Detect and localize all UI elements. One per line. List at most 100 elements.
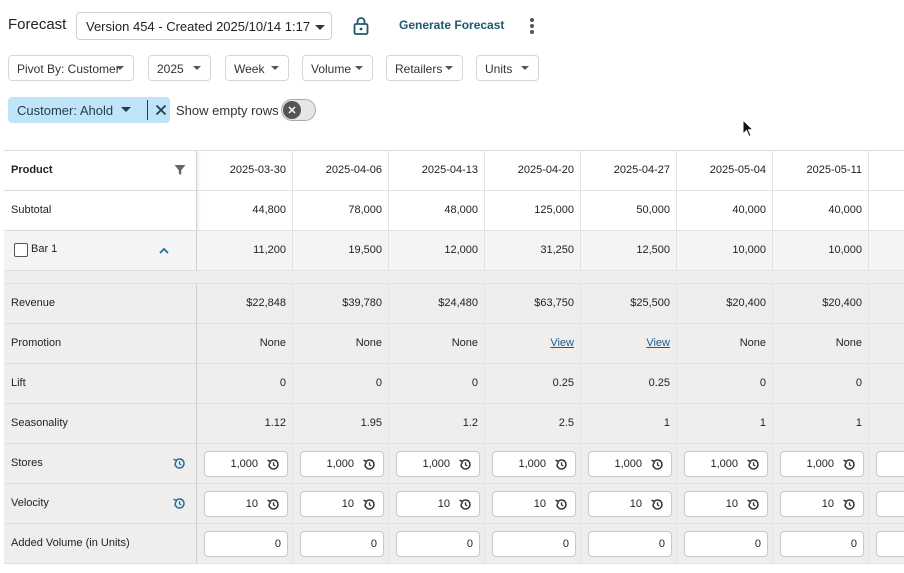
row-label: Revenue: [11, 297, 56, 309]
table-cell: 0: [773, 524, 869, 563]
velocity-input[interactable]: 10: [588, 491, 672, 517]
reset-history-icon[interactable]: [266, 457, 281, 472]
chevron-down-icon[interactable]: [121, 107, 131, 112]
reset-history-icon[interactable]: [650, 457, 665, 472]
stores-input[interactable]: [876, 451, 904, 477]
table-cell: 1,000: [485, 444, 581, 483]
row-header-cell: Stores: [4, 444, 197, 483]
cell-value: 1.12: [264, 417, 286, 429]
reset-history-icon[interactable]: [554, 497, 569, 512]
retailers-dropdown[interactable]: Retailers: [386, 55, 463, 81]
velocity-input[interactable]: 10: [684, 491, 768, 517]
velocity-input[interactable]: 10: [492, 491, 576, 517]
section-spacer: [4, 271, 904, 284]
customer-filter-chip[interactable]: Customer: Ahold: [8, 97, 170, 123]
table-cell: 19,500: [293, 231, 389, 270]
reset-history-icon[interactable]: [554, 457, 569, 472]
chevron-down-icon: [315, 25, 325, 30]
units-dropdown[interactable]: Units: [476, 55, 539, 81]
row-select-checkbox[interactable]: [14, 243, 28, 257]
generate-forecast-button[interactable]: Generate Forecast: [399, 18, 505, 32]
velocity-input[interactable]: 10: [396, 491, 480, 517]
velocity-input[interactable]: 10: [780, 491, 864, 517]
table-cell: 10: [485, 484, 581, 523]
year-dropdown[interactable]: 2025: [148, 55, 211, 81]
added-volume-input[interactable]: [876, 531, 904, 557]
reset-history-icon[interactable]: [362, 497, 377, 512]
reset-history-icon[interactable]: [842, 497, 857, 512]
added-volume-input[interactable]: 0: [588, 531, 672, 557]
velocity-input[interactable]: 10: [300, 491, 384, 517]
top-bar: Forecast Version 454 - Created 2025/10/1…: [0, 0, 904, 52]
chevron-down-icon: [193, 66, 201, 70]
reset-history-icon[interactable]: [266, 497, 281, 512]
table-cell: $20,400: [773, 284, 869, 323]
reset-history-icon[interactable]: [746, 457, 761, 472]
cell-value: $24,480: [438, 297, 478, 309]
reset-history-icon[interactable]: [172, 456, 187, 471]
period-dropdown[interactable]: Week: [225, 55, 289, 81]
table-cell: $24,480: [389, 284, 485, 323]
reset-history-icon[interactable]: [746, 497, 761, 512]
filter-icon[interactable]: [174, 164, 186, 176]
added-volume-input[interactable]: 0: [204, 531, 288, 557]
stores-input[interactable]: 1,000: [396, 451, 480, 477]
lock-icon[interactable]: [352, 16, 370, 36]
stores-input[interactable]: 1,000: [780, 451, 864, 477]
show-empty-rows-toggle[interactable]: [281, 99, 316, 121]
input-value: 0: [754, 538, 761, 550]
cell-value: 0.25: [552, 377, 574, 389]
chip-label: Customer: Ahold: [17, 103, 114, 118]
promotion-view-link[interactable]: View: [550, 337, 574, 349]
version-select[interactable]: Version 454 - Created 2025/10/14 1:17 PM: [76, 12, 332, 40]
input-value: 1,000: [518, 458, 546, 470]
velocity-input[interactable]: 10: [204, 491, 288, 517]
chevron-down-icon: [355, 66, 363, 70]
input-value: 0: [658, 538, 665, 550]
cell-value: 10,000: [828, 244, 862, 256]
close-icon[interactable]: [152, 101, 170, 119]
added-volume-input[interactable]: 0: [684, 531, 768, 557]
week-date: 2025-04-27: [613, 164, 670, 176]
reset-history-icon[interactable]: [842, 457, 857, 472]
table-cell: 10: [677, 484, 773, 523]
stores-input[interactable]: 1,000: [300, 451, 384, 477]
reset-history-icon[interactable]: [172, 496, 187, 511]
table-cell: View: [485, 324, 581, 363]
table-cell: 1: [773, 404, 869, 443]
added-volume-input[interactable]: 0: [780, 531, 864, 557]
velocity-input[interactable]: [876, 491, 904, 517]
table-cell: 10,000: [677, 231, 773, 270]
added-volume-input[interactable]: 0: [492, 531, 576, 557]
added-volume-input[interactable]: 0: [300, 531, 384, 557]
chevron-up-icon[interactable]: [158, 245, 170, 255]
reset-history-icon[interactable]: [458, 457, 473, 472]
week-date: 2025-04-13: [421, 164, 478, 176]
table-cell: [869, 364, 904, 403]
table-cell: 10: [293, 484, 389, 523]
more-vert-icon[interactable]: [526, 16, 538, 36]
chevron-down-icon: [521, 66, 529, 70]
table-cell: 0: [773, 364, 869, 403]
row-header-cell: Revenue: [4, 284, 197, 323]
pivot-by-dropdown[interactable]: Pivot By: Customer: [8, 55, 134, 81]
table-cell: 31,250: [485, 231, 581, 270]
table-cell: $39,780: [293, 284, 389, 323]
table-cell: 48,000: [389, 191, 485, 230]
stores-input[interactable]: 1,000: [492, 451, 576, 477]
measure-dropdown[interactable]: Volume: [302, 55, 373, 81]
reset-history-icon[interactable]: [650, 497, 665, 512]
stores-input[interactable]: 1,000: [204, 451, 288, 477]
reset-history-icon[interactable]: [458, 497, 473, 512]
added-volume-input[interactable]: 0: [396, 531, 480, 557]
row-header-cell: Bar 1: [4, 231, 197, 270]
table-cell: [869, 191, 904, 230]
table-cell: None: [677, 324, 773, 363]
table-row-lift: Lift 0 0 0 0.25 0.25 0 0: [4, 364, 904, 404]
stores-input[interactable]: 1,000: [684, 451, 768, 477]
input-value: 1,000: [230, 458, 258, 470]
stores-input[interactable]: 1,000: [588, 451, 672, 477]
promotion-view-link[interactable]: View: [646, 337, 670, 349]
reset-history-icon[interactable]: [362, 457, 377, 472]
input-value: 1,000: [710, 458, 738, 470]
